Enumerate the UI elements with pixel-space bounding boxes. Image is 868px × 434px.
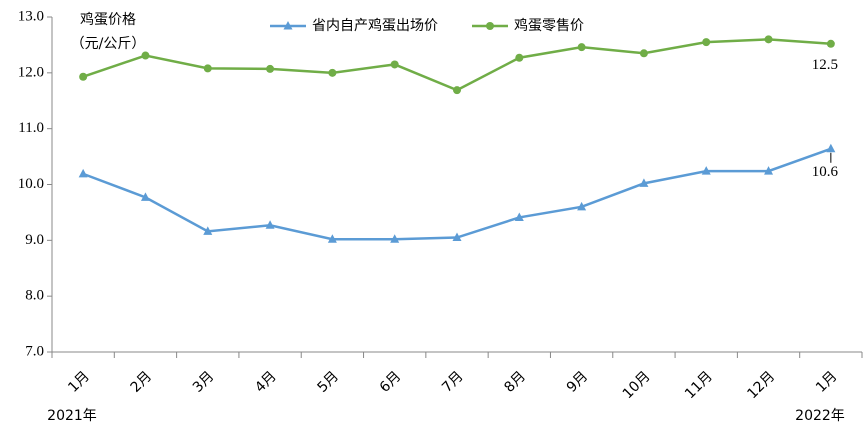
y-tick-label: 8.0	[25, 288, 44, 304]
series-line	[82, 147, 832, 241]
marker	[515, 53, 524, 62]
x-tick-label: 5月	[315, 368, 343, 396]
marker	[453, 86, 461, 95]
marker	[203, 226, 213, 235]
marker	[266, 64, 275, 73]
year-label: 2022年	[795, 408, 845, 424]
data-label: 10.6	[812, 164, 839, 180]
x-tick-label: 2月	[128, 368, 156, 396]
marker	[639, 49, 648, 58]
data-label: 12.5	[812, 57, 838, 73]
y-tick-label: 12.0	[18, 64, 44, 80]
x-tick-label: 11月	[682, 368, 716, 402]
y-tick-label: 11.0	[18, 120, 44, 136]
marker	[577, 43, 586, 52]
marker	[514, 212, 524, 221]
marker	[701, 166, 711, 175]
marker	[826, 39, 835, 48]
marker	[702, 38, 711, 47]
y-tick-label: 9.0	[25, 232, 44, 248]
y-axis-label: （元/公斤）	[71, 36, 146, 52]
x-tick-label: 1月	[813, 368, 841, 396]
x-tick-label: 1月	[65, 368, 93, 396]
y-axis-label: 鸡蛋价格	[80, 11, 136, 28]
legend-marker	[283, 21, 293, 30]
x-tick-label: 12月	[744, 368, 778, 402]
marker	[452, 232, 462, 242]
marker	[639, 178, 649, 187]
series-line	[82, 38, 831, 92]
marker	[764, 35, 773, 44]
x-tick-label: 10月	[620, 368, 654, 402]
x-tick-label: 9月	[564, 368, 592, 396]
marker	[79, 72, 88, 81]
marker	[390, 234, 400, 243]
legend-label: 省内自产鸡蛋出场价	[312, 17, 438, 34]
y-tick-label: 7.0	[25, 343, 44, 359]
marker	[826, 143, 836, 153]
x-tick-label: 4月	[252, 368, 280, 396]
marker	[390, 60, 399, 69]
x-tick-label: 3月	[190, 368, 218, 396]
year-label: 2021年	[47, 408, 97, 424]
marker	[265, 220, 275, 229]
marker	[327, 234, 337, 243]
marker	[203, 64, 212, 73]
legend-marker	[486, 22, 494, 30]
marker	[577, 201, 587, 211]
x-tick-label: 6月	[377, 368, 405, 396]
y-tick-label: 13.0	[18, 8, 44, 24]
y-tick-label: 10.0	[18, 176, 44, 192]
marker	[140, 192, 150, 201]
x-tick-label: 7月	[439, 368, 467, 396]
marker	[328, 68, 337, 77]
marker	[78, 168, 88, 178]
x-tick-label: 8月	[501, 368, 529, 396]
legend-label: 鸡蛋零售价	[514, 17, 584, 34]
marker	[141, 51, 150, 60]
marker	[764, 166, 774, 175]
